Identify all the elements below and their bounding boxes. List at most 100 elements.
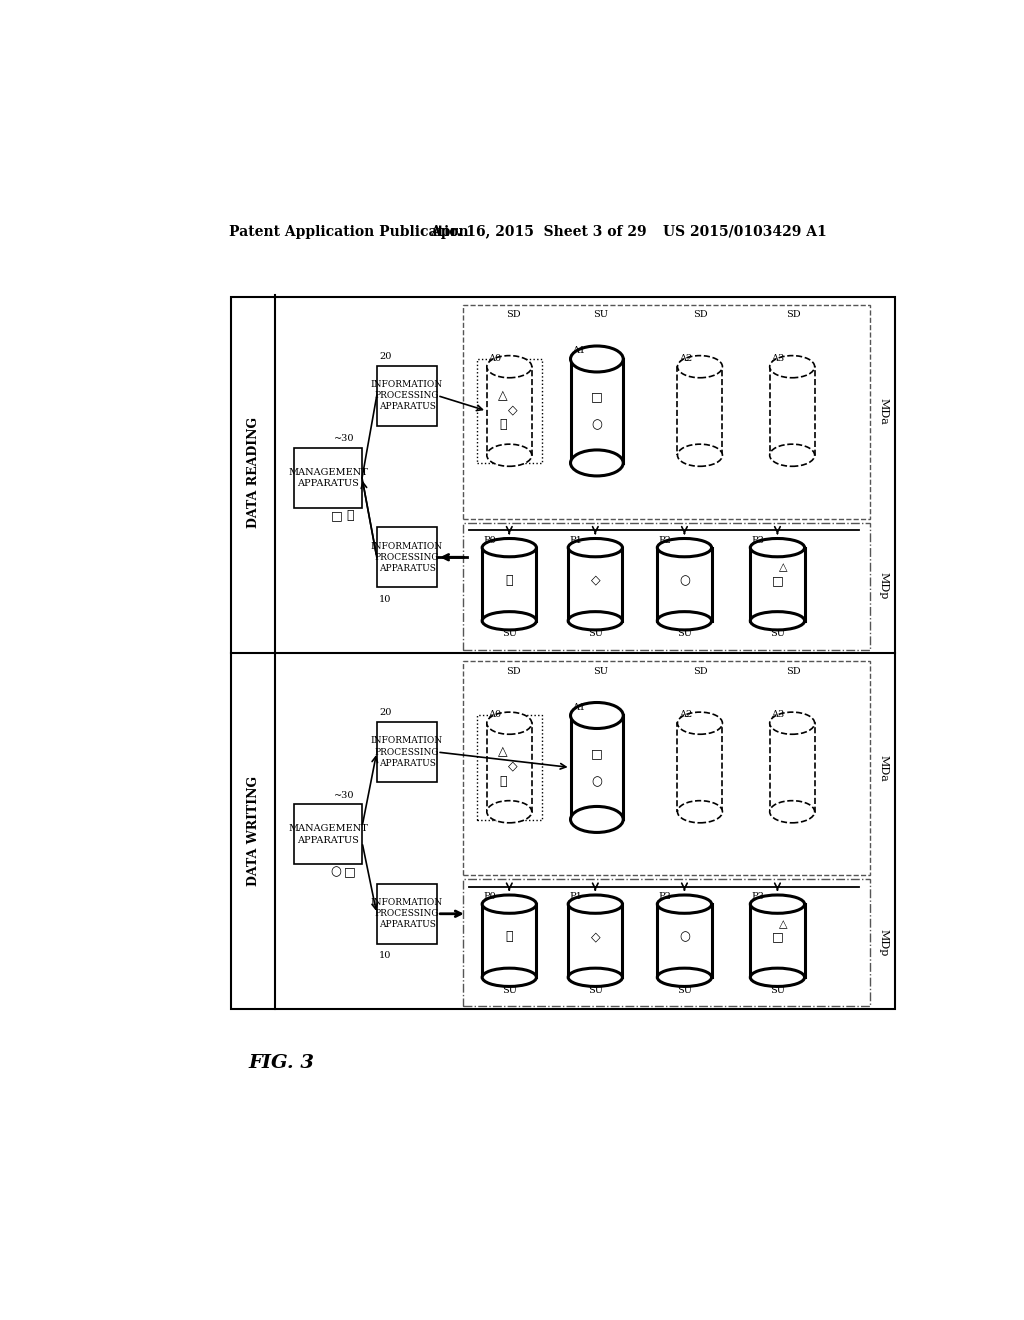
Text: ○: ○ <box>592 418 602 432</box>
Bar <box>294 447 362 508</box>
Text: MDa: MDa <box>879 399 888 425</box>
Text: SU: SU <box>677 986 692 995</box>
Text: □: □ <box>591 391 603 404</box>
Bar <box>570 715 624 820</box>
Text: □: □ <box>771 574 783 587</box>
Text: ☆: ☆ <box>506 574 513 587</box>
Ellipse shape <box>678 355 722 378</box>
Ellipse shape <box>657 895 712 913</box>
Text: SU: SU <box>502 986 517 995</box>
Text: A3: A3 <box>771 710 784 719</box>
Ellipse shape <box>570 702 624 729</box>
Text: INFORMATION
PROCESSING
APPARATUS: INFORMATION PROCESSING APPARATUS <box>371 898 443 929</box>
Text: ~30: ~30 <box>334 434 354 444</box>
Ellipse shape <box>751 539 805 557</box>
Ellipse shape <box>770 711 815 734</box>
Text: SU: SU <box>588 986 603 995</box>
Text: MDp: MDp <box>879 573 888 599</box>
Text: INFORMATION
PROCESSING
APPARATUS: INFORMATION PROCESSING APPARATUS <box>371 541 443 573</box>
Text: SU: SU <box>593 667 608 676</box>
Text: ○: ○ <box>679 931 690 944</box>
Text: SD: SD <box>506 667 520 676</box>
Text: MANAGEMENT
APPARATUS: MANAGEMENT APPARATUS <box>288 467 368 488</box>
Text: P2: P2 <box>658 536 672 545</box>
Text: SU: SU <box>770 630 785 639</box>
Text: ☆: ☆ <box>346 510 353 523</box>
Ellipse shape <box>751 895 805 913</box>
Text: FIG. 3: FIG. 3 <box>248 1055 314 1072</box>
Text: 20: 20 <box>379 352 391 360</box>
Ellipse shape <box>486 801 531 822</box>
Ellipse shape <box>482 539 537 557</box>
Ellipse shape <box>570 346 624 372</box>
Text: ~30: ~30 <box>334 791 354 800</box>
Text: ◇: ◇ <box>508 759 518 772</box>
Bar <box>477 359 542 463</box>
Ellipse shape <box>486 355 531 378</box>
Text: □: □ <box>344 866 355 879</box>
Text: MDp: MDp <box>879 929 888 956</box>
Bar <box>486 367 531 455</box>
Ellipse shape <box>568 968 623 986</box>
Text: SD: SD <box>506 310 520 319</box>
Bar <box>751 548 805 620</box>
Text: SD: SD <box>785 667 801 676</box>
Text: DATA WRITING: DATA WRITING <box>247 776 260 886</box>
Text: MDa: MDa <box>879 755 888 781</box>
Bar <box>751 904 805 977</box>
Bar <box>477 715 542 820</box>
Text: DATA READING: DATA READING <box>247 417 260 528</box>
Text: SD: SD <box>692 310 708 319</box>
Text: P3: P3 <box>752 536 765 545</box>
Text: A2: A2 <box>679 710 692 719</box>
Text: △: △ <box>779 562 787 573</box>
Text: MANAGEMENT
APPARATUS: MANAGEMENT APPARATUS <box>288 825 368 845</box>
Text: ◇: ◇ <box>591 574 600 587</box>
Bar <box>770 367 815 455</box>
Ellipse shape <box>657 539 712 557</box>
Ellipse shape <box>568 895 623 913</box>
Ellipse shape <box>751 611 805 630</box>
Text: A1: A1 <box>572 702 586 711</box>
Text: △: △ <box>499 746 508 759</box>
Text: ☆: ☆ <box>506 931 513 944</box>
Ellipse shape <box>770 801 815 822</box>
Text: P3: P3 <box>752 892 765 902</box>
Text: SD: SD <box>692 667 708 676</box>
Text: A3: A3 <box>771 354 784 363</box>
Ellipse shape <box>568 611 623 630</box>
Text: P1: P1 <box>569 892 583 902</box>
Text: P0: P0 <box>483 536 497 545</box>
Ellipse shape <box>482 968 537 986</box>
Text: US 2015/0103429 A1: US 2015/0103429 A1 <box>663 224 826 239</box>
Ellipse shape <box>657 611 712 630</box>
Text: □: □ <box>771 931 783 944</box>
Bar <box>377 366 437 425</box>
Text: SU: SU <box>593 310 608 319</box>
Bar <box>678 723 722 812</box>
Ellipse shape <box>770 355 815 378</box>
Bar <box>463 879 870 1006</box>
Text: Apr. 16, 2015  Sheet 3 of 29: Apr. 16, 2015 Sheet 3 of 29 <box>430 224 647 239</box>
Text: ◇: ◇ <box>591 931 600 944</box>
Bar <box>482 548 537 620</box>
Ellipse shape <box>568 539 623 557</box>
Bar <box>377 884 437 944</box>
Ellipse shape <box>678 801 722 822</box>
Text: ☆: ☆ <box>500 418 507 432</box>
Bar <box>770 723 815 812</box>
Text: A1: A1 <box>572 346 586 355</box>
Bar <box>463 661 870 875</box>
Text: SD: SD <box>785 310 801 319</box>
Text: 10: 10 <box>379 952 391 961</box>
Bar <box>231 297 895 1010</box>
Text: ○: ○ <box>592 775 602 788</box>
Text: SU: SU <box>770 986 785 995</box>
Text: SU: SU <box>677 630 692 639</box>
Bar <box>657 904 712 977</box>
Ellipse shape <box>482 895 537 913</box>
Bar <box>377 722 437 781</box>
Text: SU: SU <box>502 630 517 639</box>
Bar <box>678 367 722 455</box>
Bar <box>657 548 712 620</box>
